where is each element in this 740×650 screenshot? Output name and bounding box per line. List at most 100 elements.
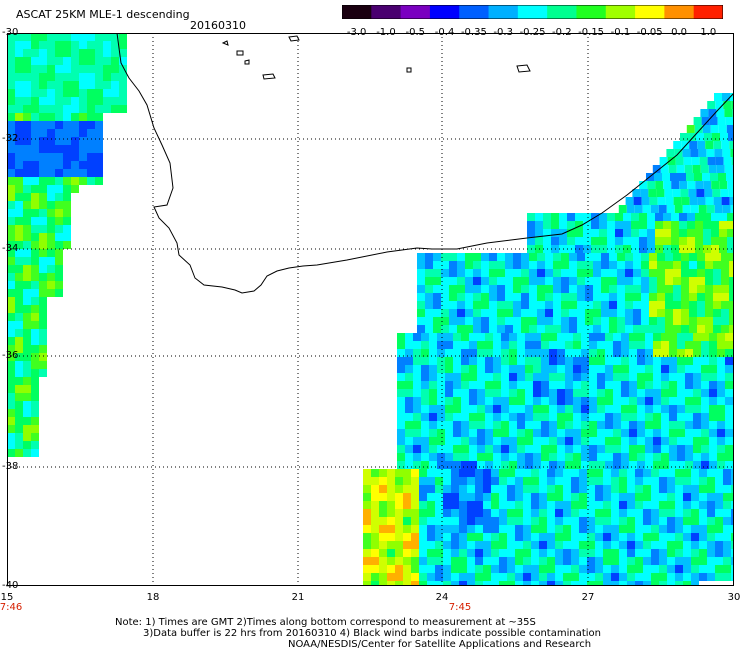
- data-cell: [7, 273, 15, 281]
- data-cell: [667, 501, 675, 509]
- data-cell: [637, 461, 645, 469]
- data-cell: [699, 533, 707, 541]
- data-cell: [589, 437, 597, 445]
- data-cell: [23, 49, 31, 57]
- data-cell: [485, 349, 493, 357]
- data-cell: [551, 213, 559, 221]
- data-cell: [669, 413, 677, 421]
- data-cell: [617, 317, 625, 325]
- data-cell: [653, 389, 661, 397]
- data-cell: [23, 241, 31, 249]
- data-cell: [7, 393, 15, 401]
- data-cell: [629, 445, 637, 453]
- data-cell: [525, 365, 533, 373]
- data-cell: [689, 317, 697, 325]
- data-cell: [493, 373, 501, 381]
- data-cell: [685, 421, 693, 429]
- data-cell: [557, 437, 565, 445]
- data-cell: [505, 261, 513, 269]
- data-cell: [627, 517, 635, 525]
- data-cell: [571, 581, 579, 586]
- data-cell: [507, 525, 515, 533]
- data-cell: [55, 49, 63, 57]
- data-cell: [661, 333, 669, 341]
- data-cell: [581, 365, 589, 373]
- colorbar-swatch: [576, 5, 607, 19]
- data-cell: [379, 533, 387, 541]
- data-cell: [23, 249, 31, 257]
- data-cell: [405, 421, 413, 429]
- data-cell: [555, 581, 563, 586]
- data-cell: [533, 365, 541, 373]
- data-cell: [387, 533, 395, 541]
- data-cell: [7, 169, 15, 177]
- data-cell: [637, 349, 645, 357]
- data-cell: [603, 509, 611, 517]
- data-cell: [39, 289, 47, 297]
- data-cell: [559, 213, 567, 221]
- data-cell: [667, 157, 676, 165]
- data-cell: [627, 581, 635, 586]
- data-cell: [31, 41, 39, 49]
- data-cell: [555, 541, 563, 549]
- data-cell: [517, 365, 525, 373]
- data-cell: [565, 397, 573, 405]
- data-cell: [535, 213, 543, 221]
- data-cell: [545, 301, 553, 309]
- data-cell: [669, 373, 677, 381]
- data-cell: [607, 229, 615, 237]
- data-cell: [677, 453, 685, 461]
- data-cell: [709, 413, 717, 421]
- data-cell: [521, 309, 529, 317]
- data-cell: [581, 357, 589, 365]
- data-cell: [451, 525, 459, 533]
- data-cell: [23, 369, 31, 377]
- data-cell: [529, 285, 537, 293]
- data-cell: [693, 349, 701, 357]
- data-cell: [577, 309, 585, 317]
- data-cell: [701, 373, 709, 381]
- data-cell: [685, 461, 693, 469]
- data-cell: [453, 429, 461, 437]
- data-cell: [557, 357, 565, 365]
- data-cell: [87, 73, 95, 81]
- data-cell: [509, 461, 517, 469]
- data-cell: [697, 253, 705, 261]
- data-cell: [521, 261, 529, 269]
- data-cell: [625, 317, 633, 325]
- data-cell: [553, 317, 561, 325]
- data-cell: [39, 81, 47, 89]
- data-cell: [623, 237, 631, 245]
- data-cell: [469, 373, 477, 381]
- data-cell: [541, 357, 549, 365]
- data-cell: [701, 429, 709, 437]
- data-cell: [15, 345, 23, 353]
- data-cell: [443, 501, 451, 509]
- data-cell: [427, 533, 435, 541]
- data-cell: [709, 437, 717, 445]
- data-cell: [563, 477, 571, 485]
- data-cell: [467, 549, 475, 557]
- data-cell: [669, 397, 677, 405]
- data-cell: [483, 517, 491, 525]
- data-cell: [499, 509, 507, 517]
- data-cell: [451, 581, 459, 586]
- data-cell: [497, 261, 505, 269]
- data-cell: [611, 549, 619, 557]
- data-cell: [515, 541, 523, 549]
- data-cell: [55, 177, 63, 185]
- data-cell: [427, 493, 435, 501]
- data-cell: [645, 429, 653, 437]
- data-cell: [657, 325, 665, 333]
- data-cell: [23, 233, 31, 241]
- data-cell: [681, 293, 689, 301]
- data-cell: [363, 501, 371, 509]
- data-cell: [677, 421, 685, 429]
- data-cell: [23, 177, 31, 185]
- data-cell: [47, 193, 55, 201]
- data-cell: [95, 41, 103, 49]
- data-cell: [7, 49, 15, 57]
- data-cell: [633, 261, 641, 269]
- data-cell: [585, 277, 593, 285]
- data-cell: [23, 449, 31, 457]
